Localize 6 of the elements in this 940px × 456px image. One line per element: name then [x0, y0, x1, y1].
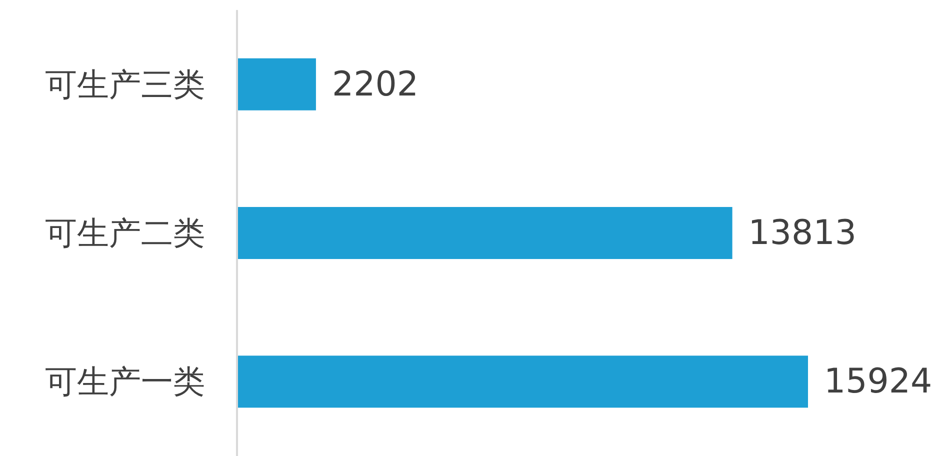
data-label: 15924 [824, 362, 932, 402]
data-label: 13813 [748, 213, 856, 253]
y-tick-label: 可生产二类 [45, 214, 205, 252]
data-label: 2202 [332, 64, 418, 104]
y-tick-label: 可生产三类 [45, 65, 205, 104]
y-tick-label: 可生产一类 [45, 362, 205, 401]
